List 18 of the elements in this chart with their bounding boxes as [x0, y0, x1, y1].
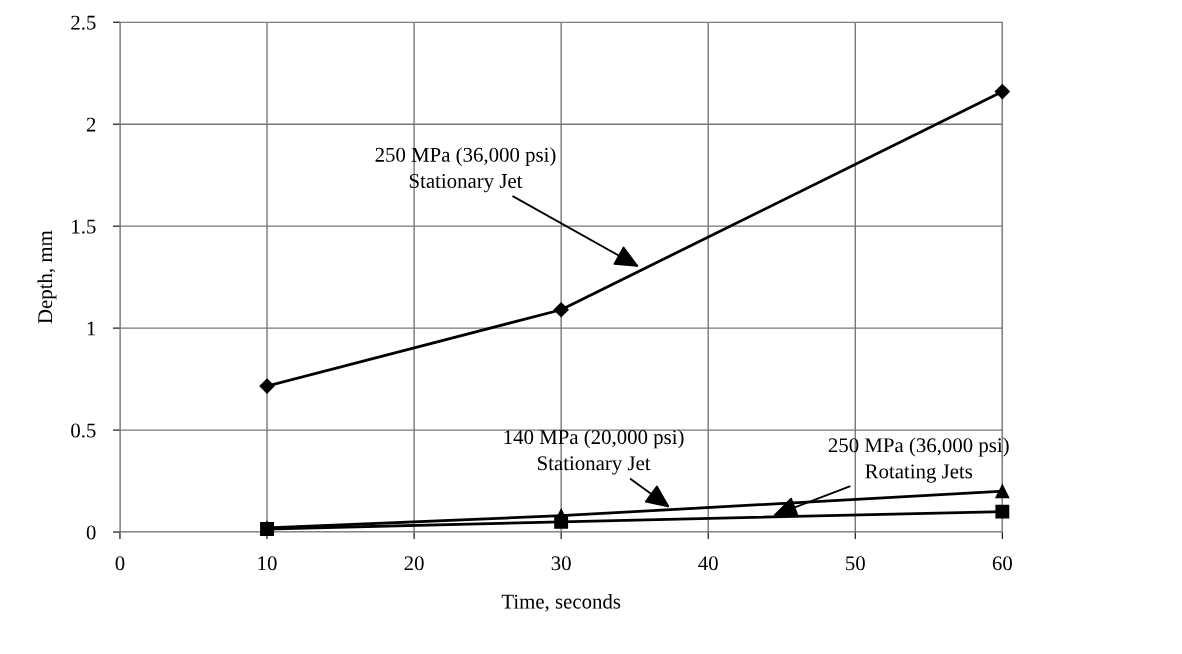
y-tick-label: 1.5: [72, 219, 96, 234]
x-tick-label: 10: [258, 556, 277, 571]
annotation: 250 MPa (36,000 psi) Rotating Jets: [828, 437, 1009, 483]
x-tick-label: 60: [992, 556, 1012, 571]
y-tick-label: 0: [86, 525, 96, 540]
x-tick-label: 40: [698, 556, 718, 571]
annotation: 250 MPa (36,000 psi) Stationary Jet: [375, 147, 556, 193]
x-axis-title: Time, seconds: [501, 593, 621, 612]
x-tick-label: 50: [846, 556, 865, 571]
x-tick-label: 20: [404, 556, 424, 571]
annotation: 140 MPa (20,000 psi) Stationary Jet: [504, 429, 684, 475]
x-tick-label: 30: [551, 556, 571, 571]
y-tick-label: 0.5: [71, 423, 96, 438]
x-tick-label: 0: [115, 556, 125, 571]
y-tick-label: 1: [87, 321, 96, 336]
y-axis-title: Depth, mm: [37, 230, 57, 324]
y-tick-label: 2.5: [71, 15, 96, 30]
y-tick-label: 2: [86, 117, 96, 132]
